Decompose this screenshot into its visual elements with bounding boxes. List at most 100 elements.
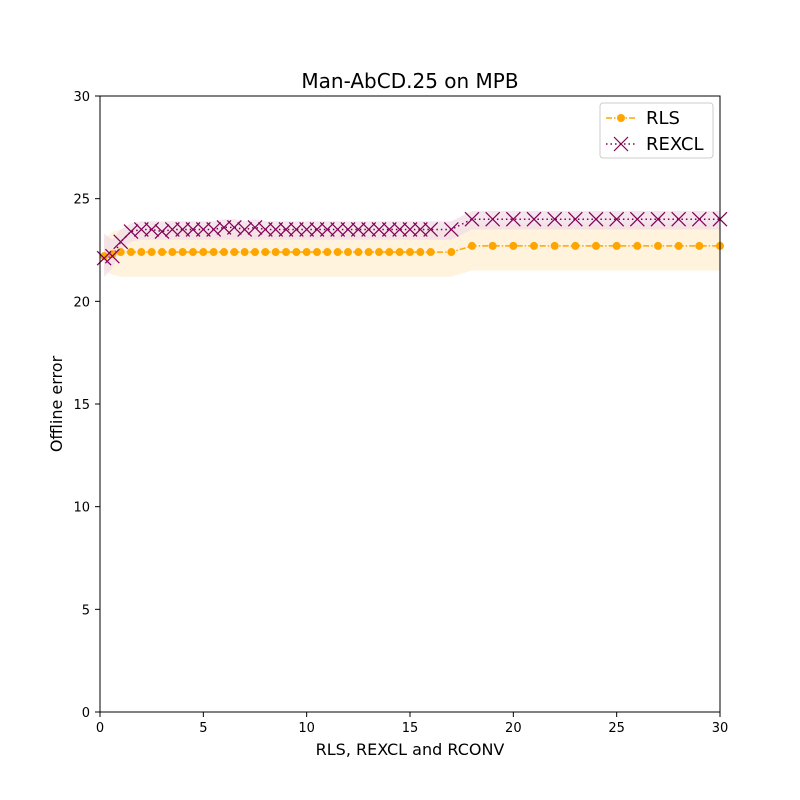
- rexcl-point: [392, 222, 408, 237]
- rexcl-point: [144, 222, 160, 237]
- rls-point: [127, 248, 135, 257]
- rls-point: [395, 248, 404, 257]
- rls-point: [220, 248, 228, 257]
- y-tick-label: 30: [73, 90, 90, 105]
- x-tick-label: 25: [608, 721, 625, 736]
- y-tick-label: 25: [73, 193, 90, 208]
- rls-point: [313, 248, 321, 257]
- rls-point: [354, 248, 363, 257]
- rls-point: [674, 241, 683, 250]
- rexcl-point: [485, 211, 501, 227]
- legend-box: [599, 102, 714, 159]
- rexcl-point: [412, 222, 428, 237]
- x-tick-label: 30: [712, 721, 729, 736]
- rexcl-point: [588, 211, 604, 227]
- y-axis-ticks: 0 5 10 15 20 25 30: [73, 90, 100, 721]
- x-axis-label: RLS, REXCL and RCONV: [316, 740, 505, 759]
- rexcl-point: [691, 211, 707, 227]
- rexcl-point: [340, 222, 356, 237]
- rls-point: [654, 241, 662, 250]
- y-tick-label: 0: [82, 706, 90, 721]
- rexcl-point: [154, 224, 170, 239]
- rls-point: [251, 248, 259, 257]
- rls-point: [426, 248, 435, 257]
- rls-point: [282, 248, 290, 257]
- y-tick-label: 10: [73, 501, 90, 516]
- rls-point: [550, 241, 559, 250]
- rexcl-point: [423, 222, 439, 237]
- rls-point: [468, 241, 476, 250]
- legend-rexcl-label: REXCL: [646, 134, 704, 155]
- rexcl-point: [133, 222, 149, 237]
- rls-point: [168, 248, 177, 257]
- rexcl-point: [650, 211, 666, 227]
- rexcl-point: [671, 211, 687, 227]
- rls-point: [364, 248, 373, 257]
- x-tick-label: 15: [402, 721, 419, 736]
- rexcl-point: [443, 222, 459, 237]
- rls-point: [209, 248, 218, 257]
- rexcl-point: [361, 222, 377, 237]
- rexcl-point: [288, 222, 304, 237]
- rls-point: [447, 248, 456, 257]
- rls-point: [344, 248, 352, 257]
- rexcl-point: [185, 222, 201, 237]
- rexcl-point: [195, 222, 211, 237]
- x-tick-label: 10: [298, 721, 315, 736]
- y-tick-label: 5: [82, 603, 90, 618]
- rexcl-point: [567, 211, 583, 227]
- rexcl-point: [526, 211, 542, 227]
- rls-point: [571, 241, 580, 250]
- rexcl-point: [278, 222, 294, 237]
- rls-point: [323, 248, 332, 257]
- rls-point: [406, 248, 414, 257]
- rls-point: [302, 248, 311, 257]
- x-tick-label: 0: [96, 721, 104, 736]
- rexcl-point: [237, 222, 253, 237]
- x-axis-ticks: 0 5 10 15 20 25 30: [96, 712, 728, 736]
- rls-point: [261, 248, 270, 257]
- y-tick-label: 15: [73, 398, 90, 413]
- x-tick-label: 20: [505, 721, 522, 736]
- rexcl-point: [96, 250, 112, 266]
- rexcl-point: [505, 211, 521, 227]
- rls-point: [147, 248, 156, 257]
- rls-point: [189, 248, 197, 257]
- rexcl-point: [164, 222, 180, 237]
- rls-point: [509, 241, 518, 250]
- rls-point: [333, 248, 342, 257]
- rexcl-point: [175, 222, 191, 237]
- rls-point: [612, 241, 621, 250]
- rls-point: [271, 248, 280, 257]
- rexcl-point: [547, 211, 563, 227]
- rls-point: [695, 241, 704, 250]
- rexcl-point: [123, 224, 139, 239]
- rls-point: [199, 248, 208, 257]
- rls-point: [292, 248, 301, 257]
- rls-point: [137, 248, 146, 257]
- rexcl-point: [226, 219, 242, 235]
- rexcl-point: [257, 222, 273, 237]
- legend-rls-label: RLS: [646, 108, 680, 129]
- rexcl-point: [402, 222, 418, 237]
- rexcl-point: [247, 219, 263, 235]
- rexcl-point: [629, 211, 645, 227]
- legend-rexcl-marker: [613, 136, 629, 152]
- y-tick-label: 20: [73, 295, 90, 310]
- rls-point: [158, 248, 166, 257]
- rexcl-point: [268, 222, 284, 237]
- rls-point: [488, 241, 497, 250]
- x-tick-label: 5: [199, 721, 207, 736]
- rls-point: [178, 248, 187, 257]
- rexcl-point: [350, 222, 366, 237]
- rls-point: [100, 252, 109, 261]
- rexcl-point: [330, 222, 346, 237]
- rls-point: [592, 241, 600, 250]
- legend-rls-marker: [617, 114, 625, 122]
- chart-title: Man-AbCD.25 on MPB: [301, 69, 518, 93]
- rls-point: [416, 248, 425, 257]
- rexcl-point: [206, 222, 222, 237]
- rexcl-point: [464, 211, 480, 227]
- rls-point: [385, 248, 394, 257]
